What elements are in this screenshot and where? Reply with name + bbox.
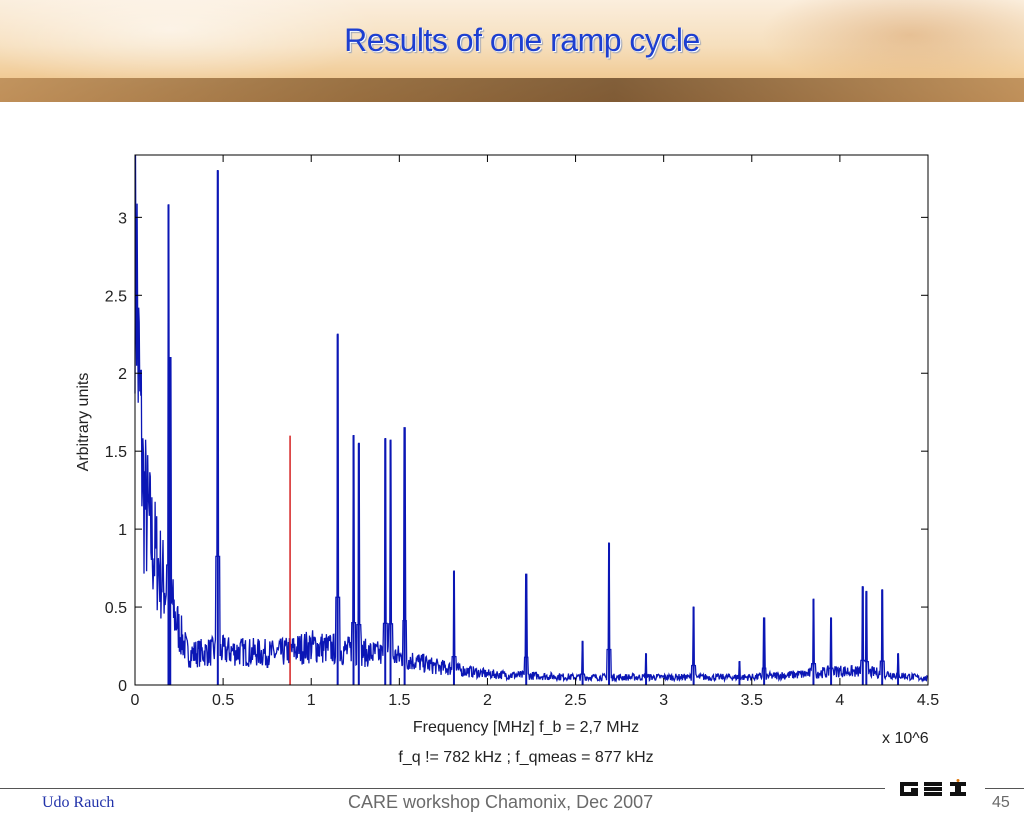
y-tick-label: 1 xyxy=(118,522,127,539)
x-axis-label: Frequency [MHz] f_b = 2,7 MHz xyxy=(413,719,639,736)
title-banner: Results of one ramp cycle xyxy=(0,0,1024,102)
x-tick-label: 3 xyxy=(659,692,668,709)
slide-title: Results of one ramp cycle xyxy=(344,22,700,58)
page-number: 45 xyxy=(992,794,1010,811)
x-tick-label: 0 xyxy=(131,692,140,709)
gsi-logo xyxy=(900,779,966,796)
footer-divider-right xyxy=(985,788,1024,789)
chart-frame: 0 0.5 1 1.5 2 2.5 3 3.5 4 4.5 0 0.5 1 1.5 2 2.5 3 Arbitr… xyxy=(62,145,972,770)
x-tick-label: 4 xyxy=(835,692,844,709)
x-multiplier: x 10^6 xyxy=(882,730,929,747)
footer-divider xyxy=(0,788,885,789)
x-tick-label: 3.5 xyxy=(741,692,763,709)
x-axis-label-line2: f_q != 782 kHz ; f_qmeas = 877 kHz xyxy=(398,749,653,766)
x-tick-label: 2.5 xyxy=(564,692,586,709)
y-tick-label: 1.5 xyxy=(105,444,127,461)
spectrum-trace xyxy=(134,154,929,684)
x-tick-label: 1.5 xyxy=(388,692,410,709)
y-tick-label: 0.5 xyxy=(105,600,127,617)
x-tick-label: 0.5 xyxy=(212,692,234,709)
spectrum-chart: 0 0.5 1 1.5 2 2.5 3 3.5 4 4.5 0 0.5 1 1.5 2 2.5 3 Arbitr… xyxy=(75,154,939,766)
plot-box xyxy=(134,154,929,686)
x-tick-label: 1 xyxy=(307,692,316,709)
y-axis-label: Arbitrary units xyxy=(75,373,92,472)
x-tick-label: 2 xyxy=(483,692,492,709)
y-tick-label: 2.5 xyxy=(105,288,127,305)
y-tick-label: 0 xyxy=(118,678,127,695)
banner-strip xyxy=(0,78,1024,102)
x-tick-label: 4.5 xyxy=(917,692,939,709)
y-tick-label: 2 xyxy=(118,366,127,383)
footer-event: CARE workshop Chamonix, Dec 2007 xyxy=(348,792,654,812)
y-tick-label: 3 xyxy=(118,210,127,227)
footer-author: Udo Rauch xyxy=(42,794,115,811)
